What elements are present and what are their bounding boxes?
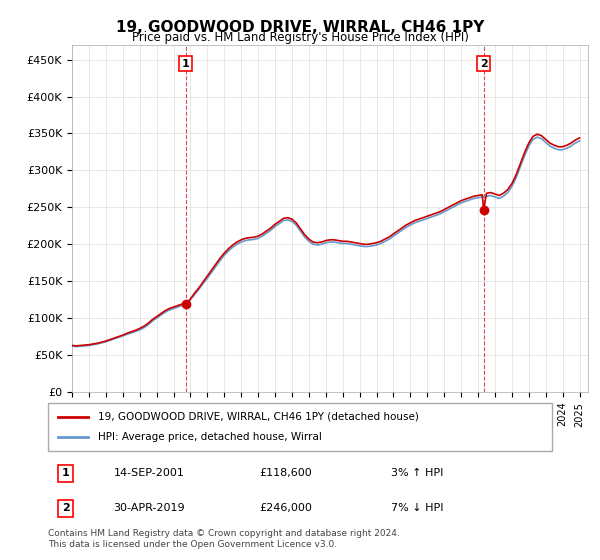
- Text: 2: 2: [480, 59, 487, 69]
- Text: HPI: Average price, detached house, Wirral: HPI: Average price, detached house, Wirr…: [98, 432, 322, 442]
- Text: £118,600: £118,600: [260, 468, 313, 478]
- Text: 19, GOODWOOD DRIVE, WIRRAL, CH46 1PY: 19, GOODWOOD DRIVE, WIRRAL, CH46 1PY: [116, 20, 484, 35]
- FancyBboxPatch shape: [48, 403, 552, 451]
- Text: 1: 1: [182, 59, 190, 69]
- Text: 30-APR-2019: 30-APR-2019: [113, 503, 185, 513]
- Text: £246,000: £246,000: [260, 503, 313, 513]
- Text: Contains HM Land Registry data © Crown copyright and database right 2024.
This d: Contains HM Land Registry data © Crown c…: [48, 529, 400, 549]
- Text: 3% ↑ HPI: 3% ↑ HPI: [391, 468, 443, 478]
- Text: Price paid vs. HM Land Registry's House Price Index (HPI): Price paid vs. HM Land Registry's House …: [131, 31, 469, 44]
- Text: 2: 2: [62, 503, 70, 513]
- Text: 1: 1: [62, 468, 70, 478]
- Text: 19, GOODWOOD DRIVE, WIRRAL, CH46 1PY (detached house): 19, GOODWOOD DRIVE, WIRRAL, CH46 1PY (de…: [98, 412, 419, 422]
- Text: 7% ↓ HPI: 7% ↓ HPI: [391, 503, 443, 513]
- Text: 14-SEP-2001: 14-SEP-2001: [113, 468, 184, 478]
